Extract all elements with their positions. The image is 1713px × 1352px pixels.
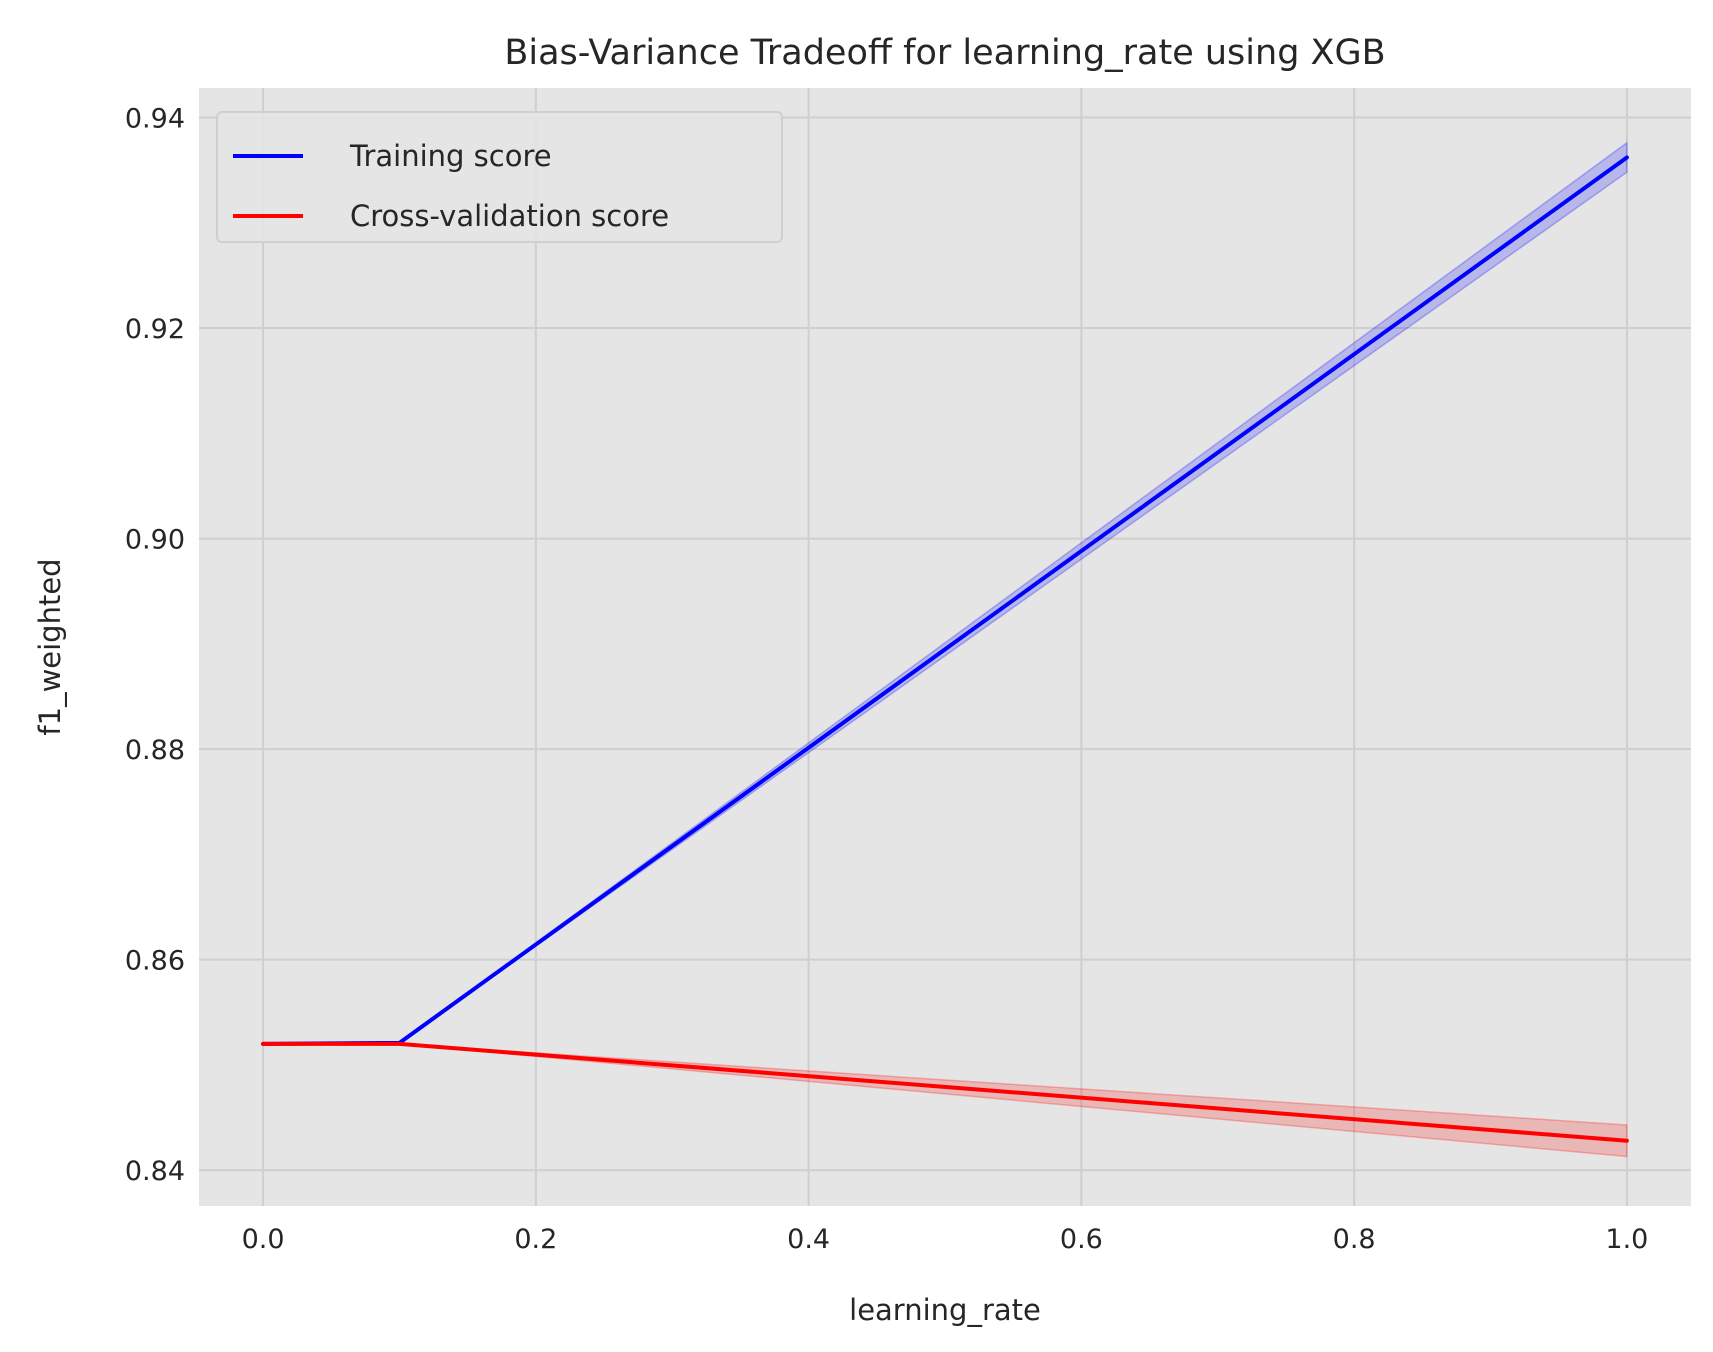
y-tick-label: 0.86 bbox=[125, 946, 185, 977]
legend-entry: Cross-validation score bbox=[350, 199, 669, 233]
x-tick-label: 1.0 bbox=[1605, 1224, 1648, 1255]
x-tick-label: 0.8 bbox=[1333, 1224, 1376, 1255]
x-axis-label: learning_rate bbox=[849, 1293, 1041, 1327]
y-tick-label: 0.88 bbox=[125, 735, 185, 766]
legend: Training score Cross-validation score bbox=[216, 111, 783, 243]
y-axis-label: f1_weighted bbox=[33, 558, 67, 735]
x-tick-label: 0.0 bbox=[242, 1224, 285, 1255]
y-tick-label: 0.92 bbox=[125, 314, 185, 345]
legend-entry: Training score bbox=[349, 139, 552, 173]
x-axis-ticks: 0.0 0.2 0.4 0.6 0.8 1.0 bbox=[242, 1224, 1649, 1255]
series-lines bbox=[261, 155, 1629, 1143]
x-tick-label: 0.4 bbox=[787, 1224, 830, 1255]
y-tick-label: 0.94 bbox=[125, 103, 185, 134]
series-line-cross-validation bbox=[261, 1041, 1629, 1143]
y-axis-ticks: 0.84 0.86 0.88 0.90 0.92 0.94 bbox=[125, 103, 185, 1187]
y-tick-label: 0.90 bbox=[125, 525, 185, 556]
y-tick-label: 0.84 bbox=[125, 1156, 185, 1187]
x-tick-label: 0.2 bbox=[514, 1224, 557, 1255]
legend-box bbox=[216, 111, 783, 243]
grid bbox=[199, 88, 1691, 1206]
x-tick-label: 0.6 bbox=[1060, 1224, 1103, 1255]
chart-title: Bias-Variance Tradeoff for learning_rate… bbox=[504, 33, 1385, 73]
